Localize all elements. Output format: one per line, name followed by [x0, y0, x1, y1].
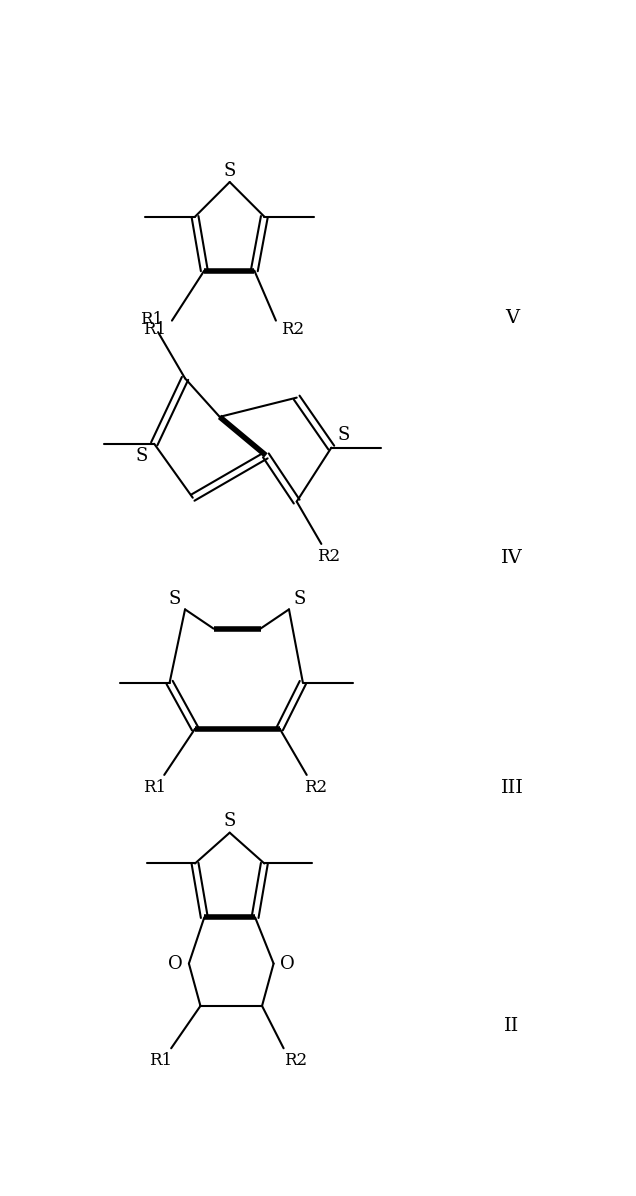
Text: R1: R1 [141, 311, 163, 329]
Text: S: S [294, 590, 306, 608]
Text: IV: IV [501, 549, 523, 567]
Text: V: V [505, 310, 519, 328]
Text: R1: R1 [144, 779, 167, 795]
Text: S: S [223, 163, 236, 181]
Text: O: O [280, 954, 295, 972]
Text: R1: R1 [144, 322, 167, 338]
Text: R1: R1 [149, 1052, 172, 1069]
Text: S: S [223, 812, 236, 830]
Text: R2: R2 [281, 322, 305, 338]
Text: II: II [504, 1017, 520, 1035]
Text: III: III [501, 779, 523, 798]
Text: S: S [168, 590, 181, 608]
Text: S: S [135, 447, 148, 465]
Text: R2: R2 [317, 548, 341, 565]
Text: R2: R2 [284, 1052, 307, 1069]
Text: R2: R2 [305, 779, 328, 795]
Text: O: O [168, 954, 183, 972]
Text: S: S [338, 426, 350, 445]
